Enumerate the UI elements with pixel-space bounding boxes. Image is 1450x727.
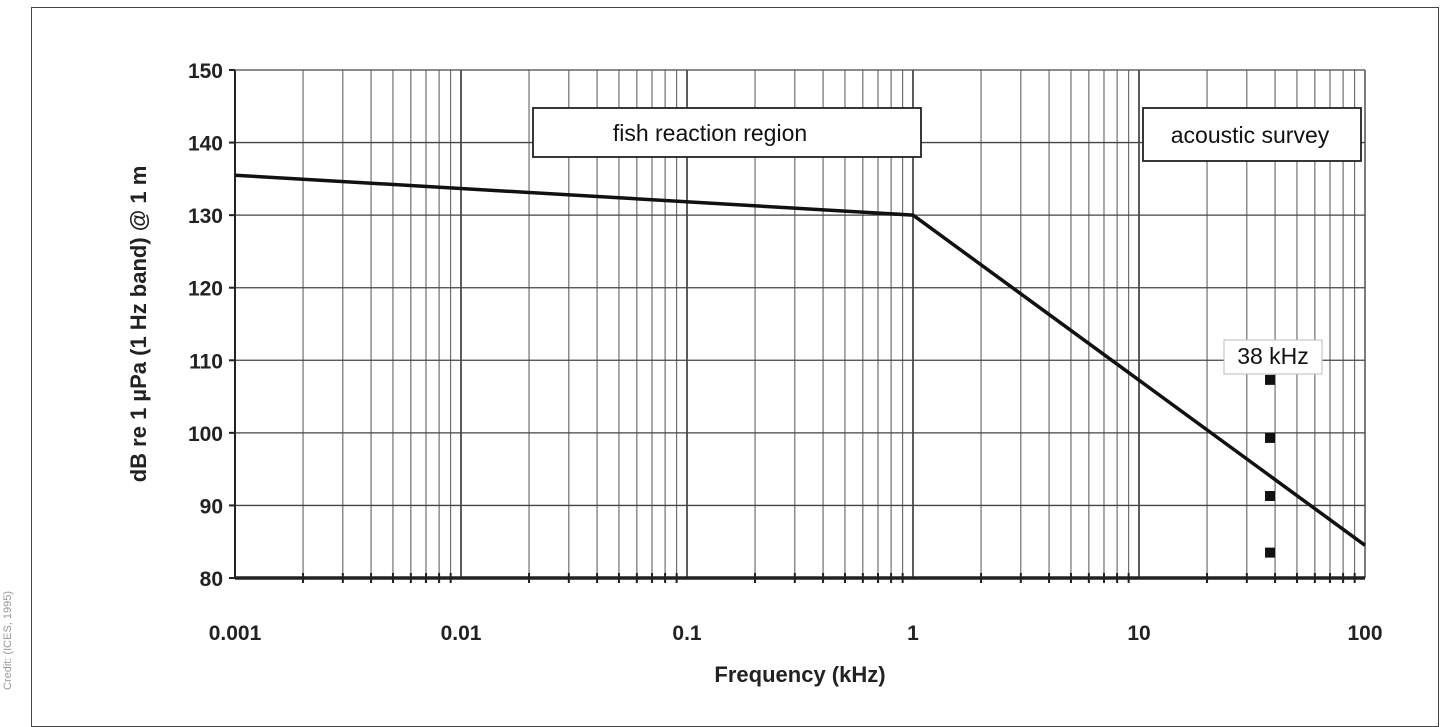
marker-layer [1265, 375, 1275, 558]
annotation-acoustic-survey: acoustic survey [1143, 108, 1361, 161]
y-axis-label: dB re 1 µPa (1 Hz band) @ 1 m [126, 166, 151, 483]
annotation-label: acoustic survey [1171, 122, 1330, 148]
y-tick-label: 130 [188, 205, 223, 228]
x-tick-label: 0.1 [672, 622, 702, 645]
y-tick-label: 110 [189, 350, 223, 373]
annotation-label: fish reaction region [613, 120, 807, 146]
x-tick-label: 0.01 [441, 622, 482, 645]
y-tick-label: 120 [188, 278, 223, 301]
chart: 0.001 0.01 0.1 1 10 100 809010011012013014015… [0, 0, 1450, 705]
annotation-fish-reaction-region: fish reaction region [533, 108, 921, 157]
y-tick-label: 80 [200, 568, 223, 591]
annotation-label: 38 kHz [1237, 343, 1309, 369]
y-tick-label: 140 [188, 133, 223, 156]
annotation-38khz: 38 kHz [1224, 340, 1322, 374]
y-tick-label: 150 [188, 60, 223, 83]
x-tick-label: 1 [907, 622, 919, 645]
x-tick-label: 10 [1127, 622, 1150, 645]
y-tick-label: 90 [200, 495, 223, 518]
x-tick-label: 100 [1347, 622, 1382, 645]
y-tick-labels: 80 90 100 110 120 130 140 150 [188, 60, 223, 591]
y-tick-label: 100 [188, 423, 223, 446]
data-point-marker [1265, 375, 1275, 385]
x-axis-label: Frequency (kHz) [714, 662, 885, 687]
x-tick-labels: 0.001 0.01 0.1 1 10 100 [209, 622, 1383, 645]
data-point-marker [1265, 433, 1275, 443]
data-point-marker [1265, 548, 1275, 558]
data-point-marker [1265, 491, 1275, 501]
x-tick-label: 0.001 [209, 622, 262, 645]
